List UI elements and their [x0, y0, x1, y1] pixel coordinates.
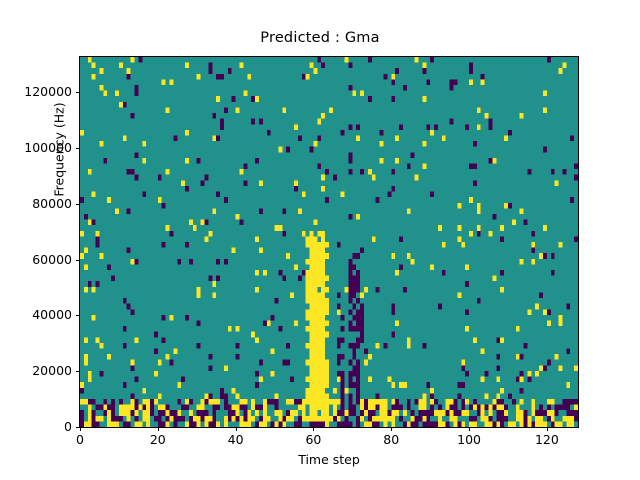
- x-tick-label: 20: [149, 432, 166, 447]
- x-tick-label: 100: [457, 432, 481, 447]
- x-tick-mark: [469, 427, 471, 431]
- x-tick-label: 120: [534, 432, 559, 447]
- y-tick-label: 0: [64, 419, 72, 434]
- x-tick-label: 0: [76, 432, 84, 447]
- x-tick-label: 80: [383, 432, 400, 447]
- y-tick-label: 20000: [32, 363, 72, 379]
- y-tick-mark: [76, 92, 80, 94]
- heatmap-plot-area: [79, 56, 579, 428]
- x-tick-mark: [313, 427, 315, 431]
- y-tick-label: 120000: [24, 84, 72, 100]
- x-tick-mark: [391, 427, 393, 431]
- x-tick-mark: [80, 427, 81, 431]
- y-tick-mark: [76, 315, 80, 317]
- y-tick-label: 80000: [32, 195, 72, 211]
- y-tick-mark: [76, 259, 80, 261]
- y-tick-label: 100000: [24, 140, 72, 156]
- y-tick-mark: [76, 371, 80, 373]
- x-tick-mark: [157, 427, 159, 431]
- x-tick-mark: [546, 427, 548, 431]
- x-tick-label: 60: [305, 432, 322, 447]
- y-tick-label: 60000: [32, 251, 72, 267]
- heatmap-image: [80, 57, 578, 427]
- y-tick-label: 40000: [32, 307, 72, 323]
- x-axis-label: Time step: [298, 452, 360, 467]
- y-axis-label: Frequency (Hz): [51, 102, 67, 197]
- x-tick-label: 40: [227, 432, 244, 447]
- x-tick-mark: [235, 427, 237, 431]
- page-title: Predicted : Gma: [260, 30, 380, 46]
- y-tick-mark: [76, 203, 80, 205]
- y-tick-mark: [76, 427, 80, 428]
- y-tick-mark: [76, 148, 80, 150]
